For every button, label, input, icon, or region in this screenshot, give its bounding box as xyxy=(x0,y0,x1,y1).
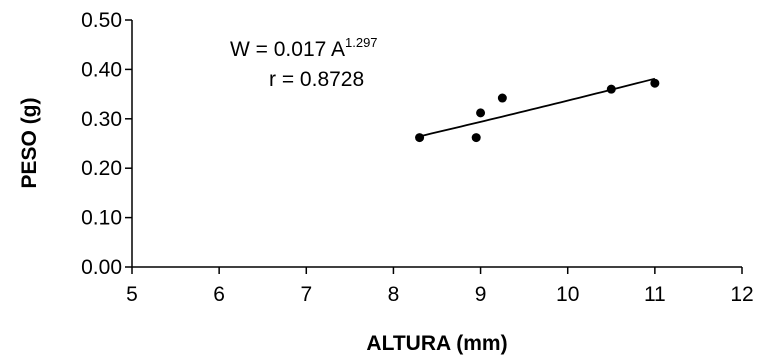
correlation-text: r = 0.8728 xyxy=(269,68,364,91)
y-tick-label: 0.10 xyxy=(81,207,122,230)
data-point xyxy=(471,133,481,143)
x-tick-label: 11 xyxy=(644,283,666,306)
y-ticks: 0.00 0.10 0.20 0.30 0.40 0.50 xyxy=(81,9,132,279)
x-ticks: 5 6 7 8 9 10 11 12 xyxy=(126,267,754,306)
y-tick-label: 0.40 xyxy=(81,58,122,81)
data-point xyxy=(650,78,660,88)
y-tick-label: 0.50 xyxy=(81,9,122,32)
x-tick-label: 5 xyxy=(126,283,138,306)
x-axis-title: ALTURA (mm) xyxy=(366,332,507,355)
y-axis: 0.00 0.10 0.20 0.30 0.40 0.50 xyxy=(81,9,133,279)
data-point xyxy=(497,93,507,103)
data-point xyxy=(415,133,425,143)
x-tick-label: 7 xyxy=(300,283,312,306)
equation-text: W = 0.017 A1.297 xyxy=(230,35,378,61)
x-tick-label: 10 xyxy=(556,283,579,306)
x-tick-label: 9 xyxy=(475,283,487,306)
equation-exponent: 1.297 xyxy=(345,35,378,50)
equation-main: W = 0.017 A xyxy=(230,38,345,61)
y-tick-label: 0.00 xyxy=(81,256,122,279)
y-axis-title: PESO (g) xyxy=(18,97,41,188)
x-tick-label: 12 xyxy=(730,283,753,306)
trendline xyxy=(419,77,656,138)
y-tick-label: 0.20 xyxy=(81,157,122,180)
data-points xyxy=(415,78,660,143)
data-point xyxy=(476,108,486,118)
x-axis: 5 6 7 8 9 10 11 12 xyxy=(126,266,754,306)
trendline-path xyxy=(419,77,656,138)
x-tick-label: 6 xyxy=(213,283,225,306)
data-point xyxy=(606,84,616,94)
y-tick-label: 0.30 xyxy=(81,108,122,131)
x-tick-label: 8 xyxy=(388,283,400,306)
equation-annotation: W = 0.017 A1.297 r = 0.8728 xyxy=(230,35,378,91)
